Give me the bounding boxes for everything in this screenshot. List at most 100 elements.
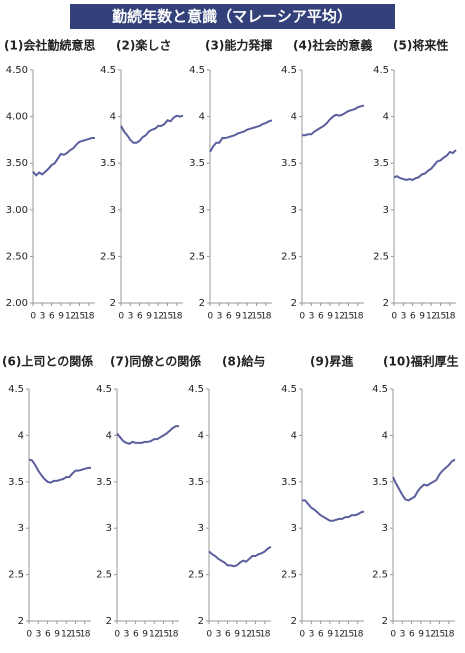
panel-title: (2)楽しさ bbox=[116, 38, 171, 53]
y-tick-label: 3 bbox=[382, 523, 388, 534]
x-tick-label: 6 bbox=[409, 630, 415, 640]
x-tick-label: 9 bbox=[142, 630, 148, 640]
y-tick-label: 4.00 bbox=[6, 112, 28, 123]
x-tick-label: 9 bbox=[327, 312, 333, 322]
x-tick-label: 9 bbox=[146, 312, 152, 322]
x-tick-label: 9 bbox=[235, 312, 241, 322]
x-tick-label: 15 bbox=[162, 312, 172, 322]
x-tick-label: 3 bbox=[309, 312, 314, 322]
x-tick-label: 12 bbox=[149, 630, 159, 640]
x-tick-label: 15 bbox=[343, 630, 353, 640]
y-tick-label: 4.5 bbox=[373, 65, 389, 76]
y-tick-label: 4 bbox=[291, 430, 297, 441]
x-tick-label: 18 bbox=[172, 312, 183, 322]
x-tick-label: 12 bbox=[334, 630, 344, 640]
x-tick-label: 3 bbox=[40, 312, 45, 322]
panel-title: (7)同僚との関係 bbox=[110, 354, 201, 369]
y-tick-label: 2.5 bbox=[100, 251, 116, 262]
y-tick-label: 4 bbox=[199, 112, 205, 123]
y-tick-label: 2 bbox=[198, 616, 204, 627]
x-tick-label: 6 bbox=[410, 312, 416, 322]
x-tick-label: 0 bbox=[114, 630, 120, 640]
y-tick-label: 3 bbox=[291, 523, 297, 534]
x-tick-label: 9 bbox=[58, 312, 64, 322]
x-tick-label: 15 bbox=[251, 312, 261, 322]
x-tick-label: 18 bbox=[445, 312, 456, 322]
y-tick-label: 3.5 bbox=[373, 158, 389, 169]
y-tick-label: 4 bbox=[110, 112, 116, 123]
x-tick-label: 12 bbox=[426, 312, 436, 322]
y-tick-label: 2 bbox=[18, 616, 24, 627]
x-tick-label: 9 bbox=[234, 630, 240, 640]
x-tick-label: 0 bbox=[299, 630, 305, 640]
x-tick-label: 6 bbox=[225, 630, 231, 640]
y-tick-label: 3.5 bbox=[281, 158, 297, 169]
x-tick-label: 12 bbox=[242, 312, 252, 322]
panel-title: (8)給与 bbox=[222, 354, 265, 369]
x-tick-label: 0 bbox=[118, 312, 124, 322]
y-tick-label: 3 bbox=[198, 523, 204, 534]
panel-title: (9)昇進 bbox=[310, 354, 354, 369]
y-tick-label: 4.5 bbox=[188, 384, 204, 395]
x-tick-label: 18 bbox=[84, 312, 95, 322]
x-tick-label: 15 bbox=[435, 312, 445, 322]
y-tick-label: 3 bbox=[106, 523, 112, 534]
y-tick-label: 3.00 bbox=[6, 205, 28, 216]
x-tick-label: 18 bbox=[444, 630, 455, 640]
y-tick-label: 2.5 bbox=[281, 570, 297, 581]
y-tick-label: 4 bbox=[291, 112, 297, 123]
x-tick-label: 3 bbox=[401, 312, 406, 322]
y-tick-label: 2 bbox=[382, 616, 388, 627]
y-tick-label: 4 bbox=[382, 430, 388, 441]
x-tick-label: 3 bbox=[36, 630, 41, 640]
y-tick-label: 4.5 bbox=[281, 65, 297, 76]
y-tick-label: 3.5 bbox=[188, 477, 204, 488]
y-tick-label: 3 bbox=[199, 205, 205, 216]
x-tick-label: 12 bbox=[241, 630, 251, 640]
y-tick-label: 4.5 bbox=[100, 65, 116, 76]
x-tick-label: 0 bbox=[299, 312, 305, 322]
x-tick-label: 6 bbox=[318, 312, 324, 322]
x-tick-label: 18 bbox=[261, 312, 272, 322]
x-tick-label: 12 bbox=[425, 630, 435, 640]
title-banner bbox=[70, 4, 395, 29]
x-tick-label: 15 bbox=[158, 630, 168, 640]
x-tick-label: 6 bbox=[133, 630, 139, 640]
y-tick-label: 4 bbox=[106, 430, 112, 441]
line bbox=[392, 458, 456, 502]
x-tick-label: 6 bbox=[45, 630, 51, 640]
y-tick-label: 2 bbox=[291, 298, 297, 309]
line bbox=[116, 425, 179, 445]
chart-title: 勤続年数と意識（マレーシア平均） bbox=[112, 8, 352, 26]
line bbox=[32, 137, 95, 177]
x-tick-label: 0 bbox=[30, 312, 36, 322]
x-tick-label: 0 bbox=[391, 312, 397, 322]
panel-title: (1)会社勤続意思 bbox=[4, 38, 95, 53]
x-tick-label: 6 bbox=[137, 312, 143, 322]
x-tick-label: 9 bbox=[54, 630, 60, 640]
y-tick-label: 3.5 bbox=[8, 477, 24, 488]
x-tick-label: 3 bbox=[217, 312, 222, 322]
x-tick-label: 0 bbox=[206, 630, 212, 640]
x-tick-label: 3 bbox=[124, 630, 129, 640]
panel-title: (6)上司との関係 bbox=[2, 354, 93, 369]
y-tick-label: 2.5 bbox=[373, 251, 389, 262]
x-tick-label: 15 bbox=[74, 312, 84, 322]
x-tick-label: 15 bbox=[434, 630, 444, 640]
x-tick-label: 12 bbox=[334, 312, 344, 322]
y-tick-label: 4 bbox=[383, 112, 389, 123]
x-tick-label: 6 bbox=[49, 312, 55, 322]
x-tick-label: 18 bbox=[80, 630, 91, 640]
y-tick-label: 3.50 bbox=[6, 158, 28, 169]
panel-title: (3)能力発揮 bbox=[205, 38, 272, 53]
line bbox=[393, 149, 457, 182]
y-tick-label: 3 bbox=[291, 205, 297, 216]
line bbox=[302, 104, 365, 137]
x-tick-label: 18 bbox=[353, 630, 364, 640]
x-tick-label: 0 bbox=[207, 312, 213, 322]
y-tick-label: 2.5 bbox=[96, 570, 112, 581]
y-tick-label: 4.50 bbox=[6, 65, 28, 76]
x-tick-label: 3 bbox=[309, 630, 314, 640]
